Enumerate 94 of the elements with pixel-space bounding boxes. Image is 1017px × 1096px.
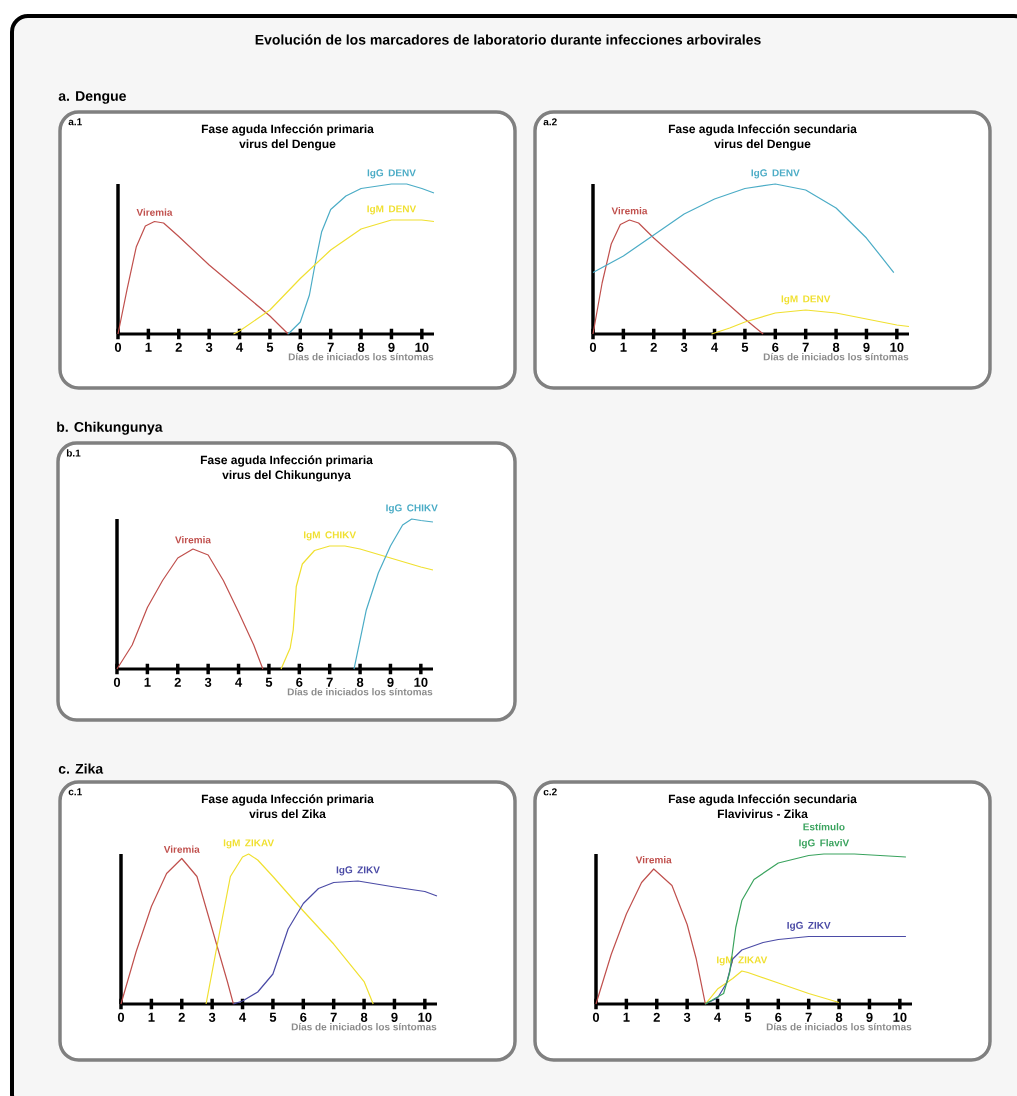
x-tick-label: 8: [832, 342, 840, 352]
x-tick-label: 0: [592, 1012, 600, 1022]
text: b. Chikungunya: [57, 421, 163, 435]
x-tick-label: 1: [148, 1012, 155, 1022]
x-tick-label: 4: [239, 1012, 247, 1022]
x-tick-label: 9: [388, 342, 395, 352]
series-label: IgM ZIKAV: [223, 839, 275, 849]
series-label: IgG CHIKV: [386, 504, 438, 514]
x-tick-label: 7: [330, 1012, 337, 1022]
x-tick-label: 10: [890, 342, 904, 352]
chart-subtitle: Flavivirus - Zika: [717, 809, 808, 819]
x-tick-label: 10: [418, 1012, 432, 1022]
x-tick-label: 7: [326, 677, 333, 687]
x-tick-label: 4: [711, 342, 719, 352]
text: a. Dengue: [58, 91, 126, 104]
x-tick-label: 9: [387, 677, 394, 687]
x-tick-label: 0: [114, 342, 122, 352]
x-tick-label: 3: [208, 1012, 216, 1022]
x-tick-label: 3: [205, 342, 213, 352]
x-tick-label: 9: [866, 1012, 873, 1022]
chart-title: Fase aguda Infección primaria: [201, 794, 374, 806]
x-tick-label: 4: [236, 342, 244, 352]
x-tick-label: 10: [414, 677, 428, 687]
series-label: IgG DENV: [751, 169, 800, 179]
x-tick-label: 8: [357, 342, 365, 352]
x-tick-label: 5: [269, 1012, 277, 1022]
series-label: Estímulo IgG FlaviV: [799, 822, 850, 849]
chart-title: Fase aguda Infección secundaria: [668, 124, 857, 136]
text: c. Zika: [58, 763, 104, 774]
series-label: Viremia: [163, 845, 200, 853]
x-tick-label: 7: [805, 1012, 812, 1022]
series-label: Viremia: [136, 208, 173, 216]
x-tick-label: 0: [117, 1012, 125, 1022]
x-tick-label: 2: [178, 1012, 185, 1022]
x-tick-label: 3: [683, 1012, 691, 1022]
x-axis-title: Días de iniciados los síntomas: [763, 352, 909, 361]
chart-subtitle: virus del Dengue: [714, 139, 811, 151]
x-tick-label: 10: [893, 1012, 907, 1022]
x-tick-label: 5: [741, 342, 749, 352]
x-tick-label: 1: [623, 1012, 630, 1022]
chart-subtitle: virus del Chikungunya: [222, 470, 351, 482]
x-axis-title: Días de iniciados los síntomas: [288, 352, 434, 361]
x-tick-label: 4: [714, 1012, 722, 1022]
chart-subtitle: virus del Zika: [249, 809, 326, 819]
x-tick-label: 2: [650, 342, 657, 352]
x-tick-label: 0: [113, 677, 121, 687]
text: c.1: [68, 788, 82, 796]
x-axis-title: Días de iniciados los síntomas: [766, 1022, 912, 1031]
x-tick-label: 3: [680, 342, 688, 352]
series-label: Viremia: [635, 856, 672, 864]
x-axis-title: Días de iniciados los síntomas: [291, 1022, 437, 1031]
series-label: IgM DENV: [781, 295, 831, 305]
x-tick-label: 2: [653, 1012, 660, 1022]
chart-title: Fase aguda Infección primaria: [201, 124, 374, 136]
text: a.2: [543, 118, 557, 126]
x-tick-label: 5: [265, 677, 273, 687]
x-tick-label: 6: [772, 342, 779, 352]
x-tick-label: 6: [297, 342, 304, 352]
x-tick-label: 1: [144, 677, 151, 687]
series-label: IgG DENV: [367, 169, 416, 179]
text: b.1: [66, 449, 81, 457]
x-tick-label: 0: [589, 342, 597, 352]
series-label: IgG ZIKV: [787, 921, 831, 931]
x-tick-label: 9: [863, 342, 870, 352]
x-tick-label: 9: [391, 1012, 398, 1022]
text: c.2: [543, 788, 557, 796]
series-label: Viremia: [611, 207, 648, 215]
x-tick-label: 1: [145, 342, 152, 352]
x-axis-title: Días de iniciados los síntomas: [287, 687, 433, 696]
x-tick-label: 5: [266, 342, 274, 352]
chart-title: Fase aguda Infección primaria: [200, 455, 373, 467]
x-tick-label: 6: [775, 1012, 782, 1022]
series-label: IgM DENV: [367, 205, 417, 215]
x-tick-label: 10: [415, 342, 429, 352]
x-tick-label: 6: [300, 1012, 307, 1022]
series-label: IgG ZIKV: [336, 866, 380, 876]
x-tick-label: 8: [356, 677, 364, 687]
x-tick-label: 2: [174, 677, 181, 687]
chart-subtitle: virus del Dengue: [239, 139, 336, 151]
x-tick-label: 4: [235, 677, 243, 687]
x-tick-label: 1: [620, 342, 627, 352]
series-label: IgM CHIKV: [303, 531, 357, 541]
x-tick-label: 8: [360, 1012, 368, 1022]
text: Evolución de los marcadores de laboratorio durante infecciones arbovirales: [255, 34, 761, 45]
chart-title: Fase aguda Infección secundaria: [668, 794, 857, 806]
x-tick-label: 2: [175, 342, 182, 352]
x-tick-label: 3: [204, 677, 212, 687]
x-tick-label: 8: [835, 1012, 843, 1022]
x-tick-label: 7: [327, 342, 334, 352]
text: a.1: [68, 118, 82, 126]
series-label: Viremia: [175, 536, 211, 544]
x-tick-label: 6: [296, 677, 303, 687]
x-tick-label: 5: [744, 1012, 752, 1022]
x-tick-label: 7: [802, 342, 809, 352]
